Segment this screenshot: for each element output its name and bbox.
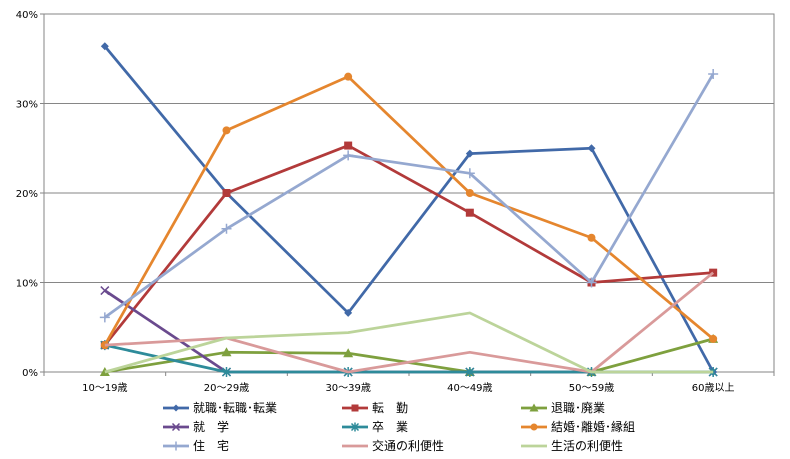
series-8 (104, 271, 715, 374)
y-tick-label: 40% (16, 10, 38, 21)
legend-label: 退職･廃業 (551, 400, 605, 415)
data-point (221, 367, 232, 377)
x-tick-label: 50～59歳 (569, 382, 614, 394)
data-point (221, 347, 232, 357)
data-point (350, 422, 360, 432)
series-line (104, 311, 714, 374)
data-point (172, 404, 180, 412)
data-point (343, 150, 354, 161)
legend: 就職･転職･転業 転 勤 退職･廃業就 学 卒 業 結婚･離婚･縁組住 宅 交通の利便性 生… (163, 400, 635, 453)
data-point (344, 72, 353, 81)
legend-label: 就 学 (193, 419, 229, 434)
data-point (464, 168, 475, 179)
legend-label: 住 宅 (193, 438, 229, 453)
data-point (708, 68, 719, 79)
legend-item: 結婚･離婚･縁組 (521, 419, 635, 434)
legend-item: 住 宅 (163, 438, 229, 453)
legend-item: 退職･廃業 (521, 400, 605, 415)
data-point (586, 277, 597, 288)
data-point (99, 312, 110, 323)
legend-item: 交通の利便性 (342, 438, 444, 453)
data-point (709, 334, 718, 343)
x-tick-label: 40～49歳 (447, 382, 492, 394)
series-line (103, 144, 714, 347)
x-tick-label: 20～29歳 (204, 382, 249, 394)
data-point (530, 423, 538, 431)
legend-item: 就職･転職･転業 (163, 401, 277, 415)
series-6 (100, 72, 718, 350)
series-9 (104, 311, 714, 374)
data-point (465, 189, 474, 197)
legend-item: 転 勤 (342, 401, 408, 415)
legend-item: 卒 業 (342, 420, 408, 434)
legend-label: 結婚･離婚･縁組 (551, 419, 635, 434)
legend-label: 生活の利便性 (551, 439, 623, 453)
data-point (465, 149, 474, 158)
data-point (465, 208, 474, 217)
y-tick-label: 30% (16, 100, 38, 111)
y-tick-label: 20% (16, 189, 38, 200)
data-point (171, 422, 181, 432)
data-point (343, 348, 354, 358)
legend-item: 就 学 (163, 419, 229, 434)
data-point (171, 441, 181, 451)
data-point (708, 367, 718, 377)
data-point (100, 286, 110, 296)
data-point (465, 367, 475, 377)
series-lines (99, 42, 719, 377)
legend-label: 卒 業 (372, 420, 408, 434)
data-point (344, 141, 353, 150)
x-tick-label: 60歳以上 (692, 382, 735, 394)
x-tick-label: 10～19歳 (82, 382, 127, 394)
data-point (344, 308, 353, 317)
x-axis: 10～19歳 20～29歳 30～39歳 40～49歳 50～59歳 60歳以上 (43, 372, 775, 394)
legend-label: 就職･転職･転業 (193, 401, 277, 415)
data-point (221, 223, 232, 234)
series-line (104, 73, 715, 319)
legend-label: 交通の利便性 (372, 438, 444, 453)
y-tick-label: 0% (22, 368, 38, 379)
data-point (222, 126, 231, 135)
data-point (587, 144, 596, 153)
y-tick-label: 10% (16, 279, 38, 290)
x-tick-label: 30～39歳 (325, 382, 370, 394)
data-point (222, 189, 231, 197)
series-line (104, 271, 715, 374)
data-point (587, 233, 596, 242)
series-line (103, 75, 715, 346)
series-7 (99, 68, 719, 323)
data-point (529, 403, 539, 412)
data-point (100, 42, 109, 51)
data-point (351, 404, 359, 412)
legend-label: 転 勤 (372, 401, 408, 415)
y-axis: 0% 10% 20% 30% 40% (16, 10, 45, 379)
legend-item: 生活の利便性 (521, 439, 623, 453)
